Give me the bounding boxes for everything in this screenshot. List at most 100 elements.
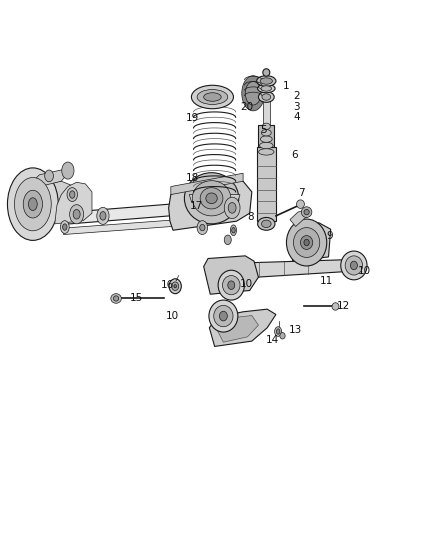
- Ellipse shape: [62, 162, 74, 179]
- Ellipse shape: [23, 190, 42, 218]
- Text: 4: 4: [293, 112, 300, 122]
- Ellipse shape: [197, 221, 208, 235]
- Text: 12: 12: [336, 302, 350, 311]
- Ellipse shape: [297, 200, 304, 208]
- Ellipse shape: [230, 225, 237, 236]
- Ellipse shape: [262, 123, 270, 130]
- Ellipse shape: [261, 136, 272, 142]
- Text: 13: 13: [289, 326, 302, 335]
- Ellipse shape: [60, 221, 69, 233]
- Ellipse shape: [7, 168, 58, 240]
- Text: 20: 20: [240, 102, 253, 111]
- Ellipse shape: [275, 327, 282, 336]
- Ellipse shape: [228, 203, 236, 213]
- Text: 17: 17: [190, 201, 203, 211]
- Polygon shape: [291, 223, 331, 261]
- Text: 3: 3: [293, 102, 300, 111]
- Ellipse shape: [70, 205, 84, 224]
- Ellipse shape: [341, 251, 367, 280]
- Text: 19: 19: [186, 114, 199, 123]
- Ellipse shape: [228, 281, 235, 289]
- Ellipse shape: [100, 212, 106, 220]
- Ellipse shape: [184, 173, 239, 224]
- Ellipse shape: [73, 209, 80, 219]
- Ellipse shape: [260, 142, 273, 149]
- Ellipse shape: [192, 181, 231, 216]
- Ellipse shape: [200, 188, 223, 209]
- Text: 5: 5: [261, 125, 267, 134]
- Text: 2: 2: [293, 91, 300, 101]
- Ellipse shape: [172, 282, 179, 290]
- Ellipse shape: [245, 82, 261, 105]
- Ellipse shape: [350, 261, 357, 270]
- Ellipse shape: [191, 85, 233, 109]
- Ellipse shape: [224, 197, 240, 219]
- Ellipse shape: [261, 130, 271, 136]
- Polygon shape: [215, 260, 350, 280]
- Ellipse shape: [206, 193, 217, 204]
- Text: 10: 10: [166, 311, 179, 320]
- Polygon shape: [26, 181, 88, 224]
- Ellipse shape: [301, 207, 312, 217]
- Ellipse shape: [28, 198, 37, 211]
- Polygon shape: [263, 101, 270, 125]
- Text: 8: 8: [247, 213, 254, 222]
- Polygon shape: [290, 209, 311, 227]
- Text: 18: 18: [186, 173, 199, 183]
- Ellipse shape: [332, 303, 339, 310]
- Ellipse shape: [14, 177, 51, 231]
- Ellipse shape: [169, 279, 181, 294]
- Ellipse shape: [293, 228, 320, 257]
- Ellipse shape: [209, 300, 238, 332]
- Ellipse shape: [174, 285, 177, 288]
- Text: 11: 11: [320, 277, 333, 286]
- Ellipse shape: [242, 76, 265, 111]
- Text: 1: 1: [283, 82, 289, 91]
- Text: 10: 10: [240, 279, 253, 288]
- Ellipse shape: [200, 224, 205, 231]
- Ellipse shape: [224, 235, 231, 245]
- Polygon shape: [258, 125, 275, 147]
- Ellipse shape: [258, 149, 274, 155]
- Ellipse shape: [258, 84, 275, 93]
- Ellipse shape: [260, 78, 272, 84]
- Ellipse shape: [113, 296, 119, 301]
- Ellipse shape: [257, 76, 276, 86]
- Ellipse shape: [45, 170, 53, 182]
- Text: 10: 10: [358, 266, 371, 276]
- Polygon shape: [64, 198, 250, 224]
- Polygon shape: [209, 309, 276, 346]
- Ellipse shape: [214, 305, 233, 327]
- Text: 14: 14: [266, 335, 279, 345]
- Ellipse shape: [263, 69, 270, 76]
- Polygon shape: [257, 147, 276, 221]
- Ellipse shape: [300, 236, 313, 249]
- Ellipse shape: [219, 311, 227, 321]
- Ellipse shape: [70, 191, 75, 198]
- Polygon shape: [55, 182, 92, 224]
- Ellipse shape: [304, 209, 309, 215]
- Text: 6: 6: [291, 150, 298, 159]
- Ellipse shape: [97, 207, 109, 224]
- Ellipse shape: [232, 228, 235, 233]
- Polygon shape: [189, 195, 240, 203]
- Ellipse shape: [67, 188, 78, 201]
- Text: 9: 9: [326, 231, 333, 240]
- Ellipse shape: [111, 294, 121, 303]
- Ellipse shape: [286, 219, 327, 266]
- Polygon shape: [217, 316, 258, 342]
- Ellipse shape: [258, 92, 274, 102]
- Ellipse shape: [261, 86, 272, 91]
- Ellipse shape: [261, 220, 271, 228]
- Ellipse shape: [345, 256, 363, 275]
- Polygon shape: [171, 173, 243, 195]
- Ellipse shape: [63, 224, 67, 230]
- Ellipse shape: [280, 333, 285, 339]
- Polygon shape: [169, 177, 252, 230]
- Ellipse shape: [197, 90, 228, 104]
- Polygon shape: [204, 256, 258, 294]
- Text: 7: 7: [298, 188, 304, 198]
- Ellipse shape: [218, 270, 244, 300]
- Text: 15: 15: [130, 294, 143, 303]
- Polygon shape: [33, 169, 68, 188]
